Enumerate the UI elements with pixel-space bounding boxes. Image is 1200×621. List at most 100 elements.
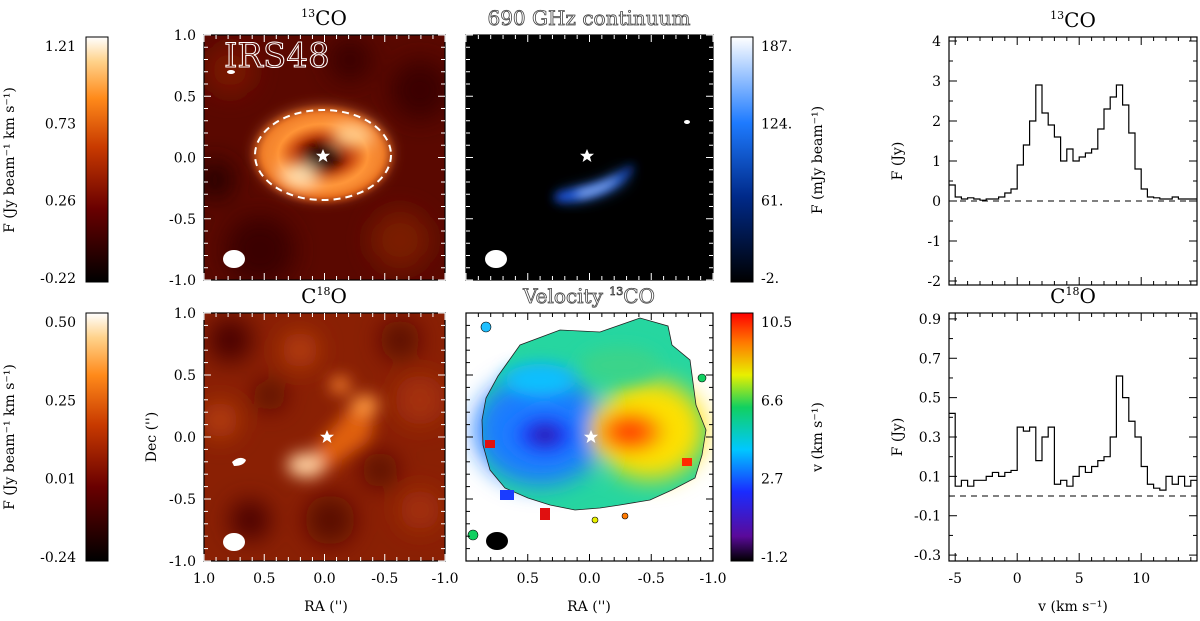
- colorbar-tick-label: 0.25: [45, 393, 76, 409]
- map-13co-image: IRS48: [204, 35, 445, 280]
- colorbar-tick-label: 61.: [761, 194, 783, 210]
- spec-ytick-label: 3: [932, 74, 941, 90]
- spec-13co-ylabel: F (Jy): [890, 142, 906, 181]
- colorbar-tick-label: 0.26: [45, 194, 76, 210]
- star-marker: [580, 149, 594, 162]
- colorbar-13co: F (Jy beam⁻¹ km s⁻¹): [2, 36, 109, 283]
- colorbar-tick-label: -2.: [761, 271, 779, 287]
- spec-xtick-label: -5: [948, 571, 962, 587]
- spec-ytick-label: 0.1: [919, 469, 941, 485]
- map-xtick-label: -1.0: [700, 571, 727, 587]
- map-13co-title: 13CO: [301, 6, 347, 30]
- map-continuum-artifact: [684, 120, 690, 124]
- spec-xtick-label: 0: [1013, 571, 1022, 587]
- spectrum-line: [949, 84, 1197, 201]
- colorbar-tick-label: -0.22: [40, 271, 76, 287]
- map-13co-panel: IRS48 13CO: [203, 6, 446, 281]
- spec-c18o-plot: 0.9 0.7 0.5 0.3 0.1 -0.1 -0.3 -5 0 5 10: [914, 312, 1197, 587]
- star-marker: [584, 430, 598, 443]
- object-label: IRS48: [224, 36, 330, 76]
- spec-ytick-label: -2: [927, 274, 941, 290]
- map-ytick-label: 1.0: [174, 28, 196, 44]
- spec-13co-plot: 4 3 2 1 0 -1 -2: [927, 34, 1197, 290]
- map-ytick-label: 1.0: [174, 306, 196, 322]
- colorbar-tick-label: -0.24: [40, 550, 76, 566]
- map-xtick-label: 1.0: [193, 571, 215, 587]
- spec-c18o-panel: C18O F (Jy) v (km s⁻¹) 0.9 0.7 0.5 0.3 0.1 -0…: [890, 284, 1198, 615]
- map-velocity-panel: Velocity 13CO: [465, 284, 714, 562]
- spec-13co-panel: 13CO F (Jy) 4 3 2 1 0 -1 -2: [890, 8, 1198, 290]
- colorbar-continuum: F (mJy beam⁻¹): [730, 36, 826, 283]
- colorbar-tick-label: 6.6: [761, 393, 783, 409]
- spec-ytick-label: 4: [932, 34, 941, 50]
- star-marker: [320, 430, 334, 443]
- map-c18o-artifact: [232, 457, 246, 466]
- map-xtick-label: -1.0: [432, 571, 459, 587]
- map-continuum-panel: 690 GHz continuum: [465, 6, 714, 281]
- map-ytick-label: 0.5: [174, 368, 196, 384]
- beam-ellipse: [486, 532, 508, 550]
- colorbar-velocity: v (km s⁻¹): [730, 312, 826, 562]
- spectrum-line: [949, 375, 1197, 491]
- spec-ytick-label: 0.7: [919, 351, 941, 367]
- colorbar-tick-label: 2.7: [761, 472, 783, 488]
- spec-ytick-label: 0.9: [919, 312, 941, 328]
- map-ticks: 1.00.50.0-0.5-1.01.00.50.0-0.5-1.01.0 0.5…: [169, 28, 727, 587]
- map-xtick-label: -0.5: [638, 571, 665, 587]
- spec-ytick-label: 0.3: [919, 430, 941, 446]
- colorbar-tick-label: 187.: [761, 39, 792, 55]
- spec-ytick-label: 0: [932, 194, 941, 210]
- map-xtick-label: 0.0: [313, 571, 335, 587]
- beam-ellipse: [223, 250, 245, 268]
- spec-ytick-label: -0.1: [914, 509, 941, 525]
- map-ylabel: Dec (''): [144, 412, 160, 462]
- map-xtick-label: 0.5: [517, 571, 539, 587]
- map-c18o-image: [204, 313, 445, 561]
- map-continuum-title: 690 GHz continuum: [487, 6, 690, 30]
- map-ytick-label: -1.0: [169, 554, 196, 570]
- colorbar-ticks: 1.21 0.73 0.26 -0.22 187. 124. 61. -2. 0.50 0.25 0…: [40, 39, 792, 566]
- map-ytick-label: 0.0: [174, 430, 196, 446]
- spec-xtick-label: 5: [1075, 571, 1084, 587]
- colorbar-tick-label: 10.5: [761, 315, 792, 331]
- map-xtick-label: 0.0: [578, 571, 600, 587]
- spec-ytick-label: 2: [932, 114, 941, 130]
- spec-c18o-xlabel: v (km s⁻¹): [1037, 599, 1108, 615]
- colorbar-13co-label: F (Jy beam⁻¹ km s⁻¹): [2, 87, 18, 233]
- colorbar-tick-label: 1.21: [45, 39, 76, 55]
- map-ytick-label: -1.0: [169, 273, 196, 289]
- colorbar-continuum-label: F (mJy beam⁻¹): [810, 106, 826, 214]
- spec-xtick-label: 10: [1132, 571, 1150, 587]
- map-velocity-xlabel: RA (''): [567, 599, 611, 615]
- map-velocity-image: [466, 313, 713, 561]
- colorbar-c18o: F (Jy beam⁻¹ km s⁻¹): [2, 312, 109, 562]
- spec-13co-title: 13CO: [1050, 8, 1096, 32]
- ring-ellipse: [254, 109, 392, 201]
- star-marker: [316, 149, 330, 162]
- spec-c18o-ylabel: F (Jy): [890, 418, 906, 457]
- beam-ellipse: [485, 250, 507, 268]
- map-13co-artifact: [227, 70, 235, 74]
- map-c18o-title: C18O: [301, 284, 347, 308]
- spec-c18o-title: C18O: [1050, 284, 1096, 308]
- spec-ytick-label: 0.5: [919, 391, 941, 407]
- spec-ytick-label: 1: [932, 154, 941, 170]
- colorbar-velocity-label: v (km s⁻¹): [810, 402, 826, 473]
- map-c18o-panel: C18O: [203, 284, 446, 562]
- map-ytick-label: -0.5: [169, 212, 196, 228]
- map-ytick-label: 0.5: [174, 89, 196, 105]
- colorbar-tick-label: 0.01: [45, 472, 76, 488]
- map-velocity-title: Velocity 13CO: [522, 284, 655, 308]
- map-continuum-image: [466, 35, 713, 280]
- colorbar-tick-label: 0.50: [45, 315, 76, 331]
- colorbar-tick-label: -1.2: [761, 550, 788, 566]
- map-c18o-xlabel: RA (''): [304, 599, 348, 615]
- colorbar-c18o-label: F (Jy beam⁻¹ km s⁻¹): [2, 364, 18, 510]
- colorbar-tick-label: 124.: [761, 116, 792, 132]
- colorbar-tick-label: 0.73: [45, 116, 76, 132]
- map-ytick-label: 0.0: [174, 151, 196, 167]
- spec-ytick-label: -0.3: [914, 548, 941, 564]
- beam-ellipse: [223, 533, 245, 551]
- map-xtick-label: 0.5: [253, 571, 275, 587]
